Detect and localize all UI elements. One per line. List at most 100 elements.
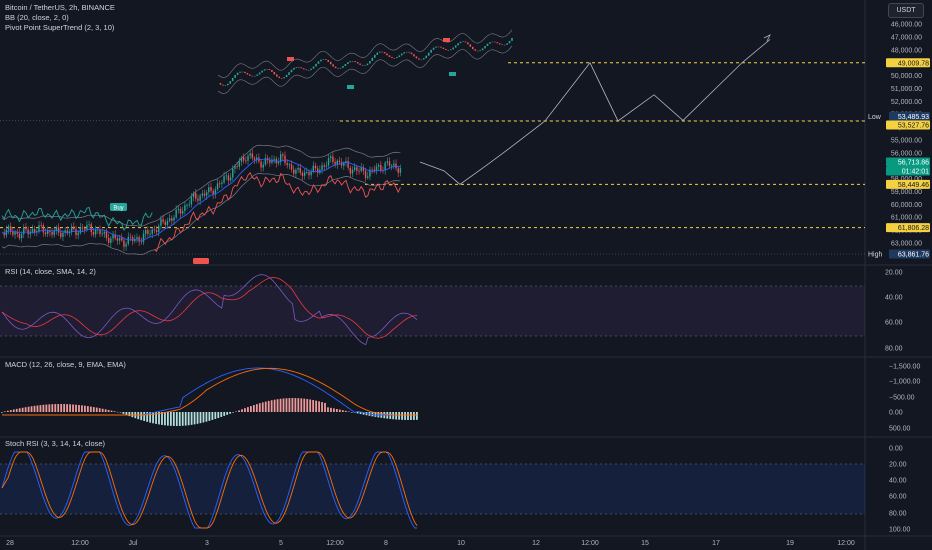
candle-body bbox=[327, 158, 330, 166]
price-tag-label: 58,449.46 bbox=[898, 182, 929, 189]
inset-candle bbox=[305, 69, 307, 71]
inset-candle bbox=[256, 74, 258, 76]
stoch-tick-label: 0.00 bbox=[889, 446, 903, 453]
inset-candle bbox=[400, 53, 403, 56]
currency-button[interactable]: USDT bbox=[888, 3, 924, 18]
macd-histogram-bar bbox=[392, 412, 395, 420]
inset-candle bbox=[241, 71, 244, 73]
macd-histogram-bar bbox=[149, 412, 152, 423]
candle-body bbox=[112, 234, 114, 239]
macd-tick-label: 0.00 bbox=[889, 410, 903, 417]
price-tag bbox=[886, 120, 930, 130]
macd-histogram-bar bbox=[327, 407, 329, 412]
macd-histogram-bar bbox=[89, 406, 92, 412]
candle-body bbox=[377, 165, 380, 167]
candle-body bbox=[260, 161, 262, 168]
candle-body bbox=[288, 164, 291, 166]
inset-candle bbox=[437, 46, 440, 48]
inset-candle bbox=[413, 54, 415, 57]
candle-body bbox=[236, 166, 238, 167]
inset-candle bbox=[403, 52, 405, 54]
projection-arrowhead bbox=[763, 34, 771, 42]
time-axis-label: 12 bbox=[532, 540, 540, 547]
macd-histogram-bar bbox=[297, 398, 300, 412]
candle-body bbox=[197, 198, 199, 201]
inset-candle bbox=[307, 69, 310, 71]
inset-candle bbox=[342, 66, 344, 68]
inset-candle bbox=[231, 77, 234, 82]
inset-candle bbox=[229, 81, 232, 84]
macd-histogram-bar bbox=[220, 412, 223, 417]
inset-candle bbox=[288, 72, 290, 75]
macd-histogram-bar bbox=[63, 404, 66, 412]
macd-histogram-bar bbox=[250, 406, 252, 412]
macd-histogram-bar bbox=[54, 404, 57, 412]
candle-body bbox=[316, 168, 319, 173]
inset-candle bbox=[432, 47, 435, 50]
inset-candle bbox=[472, 46, 474, 50]
inset-candle bbox=[374, 54, 376, 58]
candle-body bbox=[171, 218, 173, 221]
candle-body bbox=[253, 158, 256, 160]
macd-histogram-bar bbox=[187, 412, 190, 426]
candle-body bbox=[29, 231, 32, 235]
candle-body bbox=[149, 233, 151, 235]
candle-body bbox=[12, 231, 14, 235]
inset-candle bbox=[447, 49, 450, 51]
inset-candle bbox=[366, 63, 369, 66]
candle-body bbox=[175, 209, 177, 218]
inset-candle bbox=[293, 67, 295, 70]
candle-body bbox=[88, 224, 90, 226]
inset-candle bbox=[351, 61, 354, 62]
macd-tick-label: −500.00 bbox=[889, 395, 915, 402]
stoch-k-line bbox=[1, 451, 417, 529]
inset-candle bbox=[481, 48, 484, 51]
inset-buy-badge bbox=[347, 85, 354, 89]
macd-histogram-bar bbox=[178, 412, 181, 426]
inset-candle bbox=[344, 64, 347, 67]
inset-candle bbox=[391, 56, 393, 59]
inset-candle bbox=[295, 67, 298, 68]
inset-candle bbox=[511, 37, 513, 41]
macd-histogram-bar bbox=[258, 403, 261, 412]
macd-histogram-bar bbox=[172, 412, 175, 426]
candle-body bbox=[138, 237, 140, 242]
inset-candle bbox=[415, 56, 418, 59]
inset-candle bbox=[484, 45, 486, 49]
candle-body bbox=[125, 243, 127, 247]
time-axis-label: 8 bbox=[384, 540, 388, 547]
candle-body bbox=[266, 157, 269, 160]
inset-candle bbox=[356, 62, 359, 64]
inset-candle bbox=[273, 71, 276, 75]
inset-candle bbox=[440, 46, 442, 48]
macd-histogram-bar bbox=[335, 408, 338, 412]
macd-histogram-bar bbox=[155, 412, 157, 424]
macd-histogram-bar bbox=[196, 412, 199, 424]
macd-histogram-bar bbox=[241, 409, 243, 412]
inset-candle bbox=[454, 45, 457, 48]
candle-body bbox=[195, 192, 197, 199]
price-tag bbox=[886, 179, 930, 189]
macd-histogram-bar bbox=[72, 404, 74, 412]
inset-candle bbox=[315, 63, 317, 67]
candle-body bbox=[44, 232, 47, 235]
inset-candle bbox=[508, 40, 511, 44]
inset-candle bbox=[361, 64, 364, 66]
inset-candle bbox=[263, 69, 266, 71]
price-tick-label: 60,000.00 bbox=[891, 202, 922, 209]
macd-histogram-bar bbox=[137, 412, 140, 420]
inset-candle bbox=[354, 61, 356, 63]
inset-candle bbox=[359, 63, 361, 65]
candle-body bbox=[192, 192, 195, 197]
inset-candle bbox=[224, 85, 227, 86]
macd-histogram-bar bbox=[223, 412, 226, 416]
candle-body bbox=[249, 153, 251, 156]
macd-histogram-bar bbox=[42, 404, 45, 412]
candle-body bbox=[142, 233, 145, 243]
stoch-d-line bbox=[1, 451, 418, 529]
candle-body bbox=[70, 226, 73, 232]
candle-body bbox=[36, 231, 38, 233]
macd-histogram-bar bbox=[261, 402, 264, 412]
price-tick-label: 51,000.00 bbox=[891, 86, 922, 93]
